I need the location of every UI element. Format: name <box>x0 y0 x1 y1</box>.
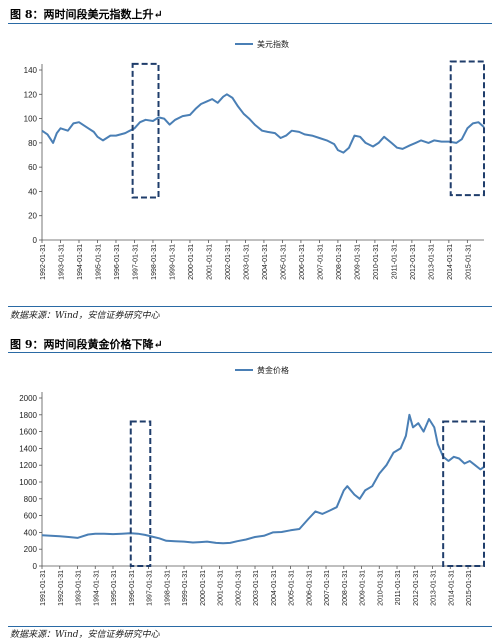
figure-8-source: 数据来源：Wind，安信证券研究中心 <box>10 311 160 321</box>
y-tick-label: 2000 <box>19 394 37 403</box>
x-tick-label: 2008-01-31 <box>342 570 349 606</box>
x-tick-label: 2006-01-31 <box>306 570 313 606</box>
y-tick-label: 140 <box>24 66 38 75</box>
y-tick-label: 200 <box>24 545 38 554</box>
x-tick-label: 2012-01-31 <box>413 570 420 606</box>
x-tick-label: 2013-01-31 <box>428 244 435 280</box>
y-tick-label: 800 <box>24 495 38 504</box>
x-tick-label: 2001-01-31 <box>218 570 225 606</box>
x-tick-label: 2015-01-31 <box>466 570 473 606</box>
y-tick-label: 1600 <box>19 428 37 437</box>
x-tick-label: 2003-01-31 <box>253 570 260 606</box>
x-tick-label: 1996-01-31 <box>129 570 136 606</box>
x-tick-label: 1995-01-31 <box>111 570 118 606</box>
y-tick-label: 1000 <box>19 478 37 487</box>
y-tick-label: 600 <box>24 512 38 521</box>
x-tick-label: 2004-01-31 <box>271 570 278 606</box>
x-tick-label: 2015-01-31 <box>465 244 472 280</box>
figure-9-title: 图 9：两时间段黄金价格下降↵ <box>10 338 163 351</box>
x-tick-label: 2002-01-31 <box>225 244 232 280</box>
x-tick-label: 1995-01-31 <box>95 244 102 280</box>
x-tick-label: 1996-01-31 <box>114 244 121 280</box>
x-tick-label: 2004-01-31 <box>262 244 269 280</box>
y-tick-label: 0 <box>33 236 38 245</box>
legend-label: 美元指数 <box>257 39 289 49</box>
x-tick-label: 2012-01-31 <box>410 244 417 280</box>
x-tick-label: 1997-01-31 <box>132 244 139 280</box>
figure-9-source: 数据来源：Wind，安信证券研究中心 <box>10 630 160 640</box>
y-tick-label: 80 <box>28 139 37 148</box>
series-line <box>41 93 485 154</box>
source-rule <box>8 626 492 627</box>
x-tick-label: 1999-01-31 <box>182 570 189 606</box>
title-rule <box>8 352 492 353</box>
gold-price-chart: 黄金价格 0 200 400 600 800 1000 1200 1400 1600 1800 200… <box>19 365 486 606</box>
x-tick-label: 2003-01-31 <box>243 244 250 280</box>
x-tick-label: 1998-01-31 <box>164 570 171 606</box>
x-tick-label: 2002-01-31 <box>235 570 242 606</box>
dollar-index-chart: 美元指数 0 20 40 60 80 100 120 140 1992-01-31 1993-01-… <box>24 39 486 280</box>
series-line <box>41 413 485 545</box>
y-tick-label: 1200 <box>19 461 37 470</box>
x-tick-label: 1992-01-31 <box>58 570 65 606</box>
x-tick-label: 1992-01-31 <box>40 244 47 280</box>
highlight-box <box>449 60 486 197</box>
y-tick-label: 0 <box>33 562 38 571</box>
y-tick-label: 20 <box>28 212 37 221</box>
x-tick-label: 2006-01-31 <box>299 244 306 280</box>
x-tick-label: 2009-01-31 <box>360 570 367 606</box>
highlight-box <box>129 420 152 567</box>
x-tick-label: 2010-01-31 <box>377 570 384 606</box>
x-tick-label: 1994-01-31 <box>93 570 100 606</box>
x-tick-label: 2005-01-31 <box>289 570 296 606</box>
x-tick-label: 2010-01-31 <box>373 244 380 280</box>
x-tick-label: 2009-01-31 <box>354 244 361 280</box>
highlight-box <box>131 62 160 199</box>
figure-8-title: 图 8：两时间段美元指数上升↵ <box>10 8 163 21</box>
highlight-box <box>442 420 486 567</box>
y-tick-label: 400 <box>24 528 38 537</box>
x-tick-label: 2000-01-31 <box>188 244 195 280</box>
x-tick-label: 1993-01-31 <box>76 570 83 606</box>
x-tick-label: 2011-01-31 <box>391 244 398 279</box>
y-tick-label: 120 <box>24 90 38 99</box>
x-tick-label: 1994-01-31 <box>77 244 84 280</box>
x-tick-label: 2001-01-31 <box>206 244 213 280</box>
x-tick-label: 1999-01-31 <box>169 244 176 280</box>
y-tick-label: 40 <box>28 187 37 196</box>
x-tick-label: 2014-01-31 <box>448 570 455 606</box>
x-tick-label: 2011-01-31 <box>395 570 402 605</box>
y-tick-label: 60 <box>28 163 37 172</box>
title-rule <box>8 23 492 24</box>
x-tick-label: 1993-01-31 <box>58 244 65 280</box>
legend-label: 黄金价格 <box>257 365 289 375</box>
y-tick-label: 1400 <box>19 444 37 453</box>
x-tick-label: 2007-01-31 <box>324 570 331 606</box>
x-tick-label: 2000-01-31 <box>200 570 207 606</box>
x-tick-label: 2005-01-31 <box>280 244 287 280</box>
source-rule <box>8 306 492 307</box>
y-tick-label: 1800 <box>19 411 37 420</box>
x-tick-label: 2008-01-31 <box>336 244 343 280</box>
x-tick-label: 1997-01-31 <box>147 570 154 606</box>
x-tick-label: 2014-01-31 <box>447 244 454 280</box>
y-tick-label: 100 <box>24 115 38 124</box>
x-tick-label: 2007-01-31 <box>317 244 324 280</box>
x-tick-label: 1998-01-31 <box>151 244 158 280</box>
x-tick-label: 2013-01-31 <box>431 570 438 606</box>
x-tick-label: 1991-01-31 <box>40 570 47 606</box>
